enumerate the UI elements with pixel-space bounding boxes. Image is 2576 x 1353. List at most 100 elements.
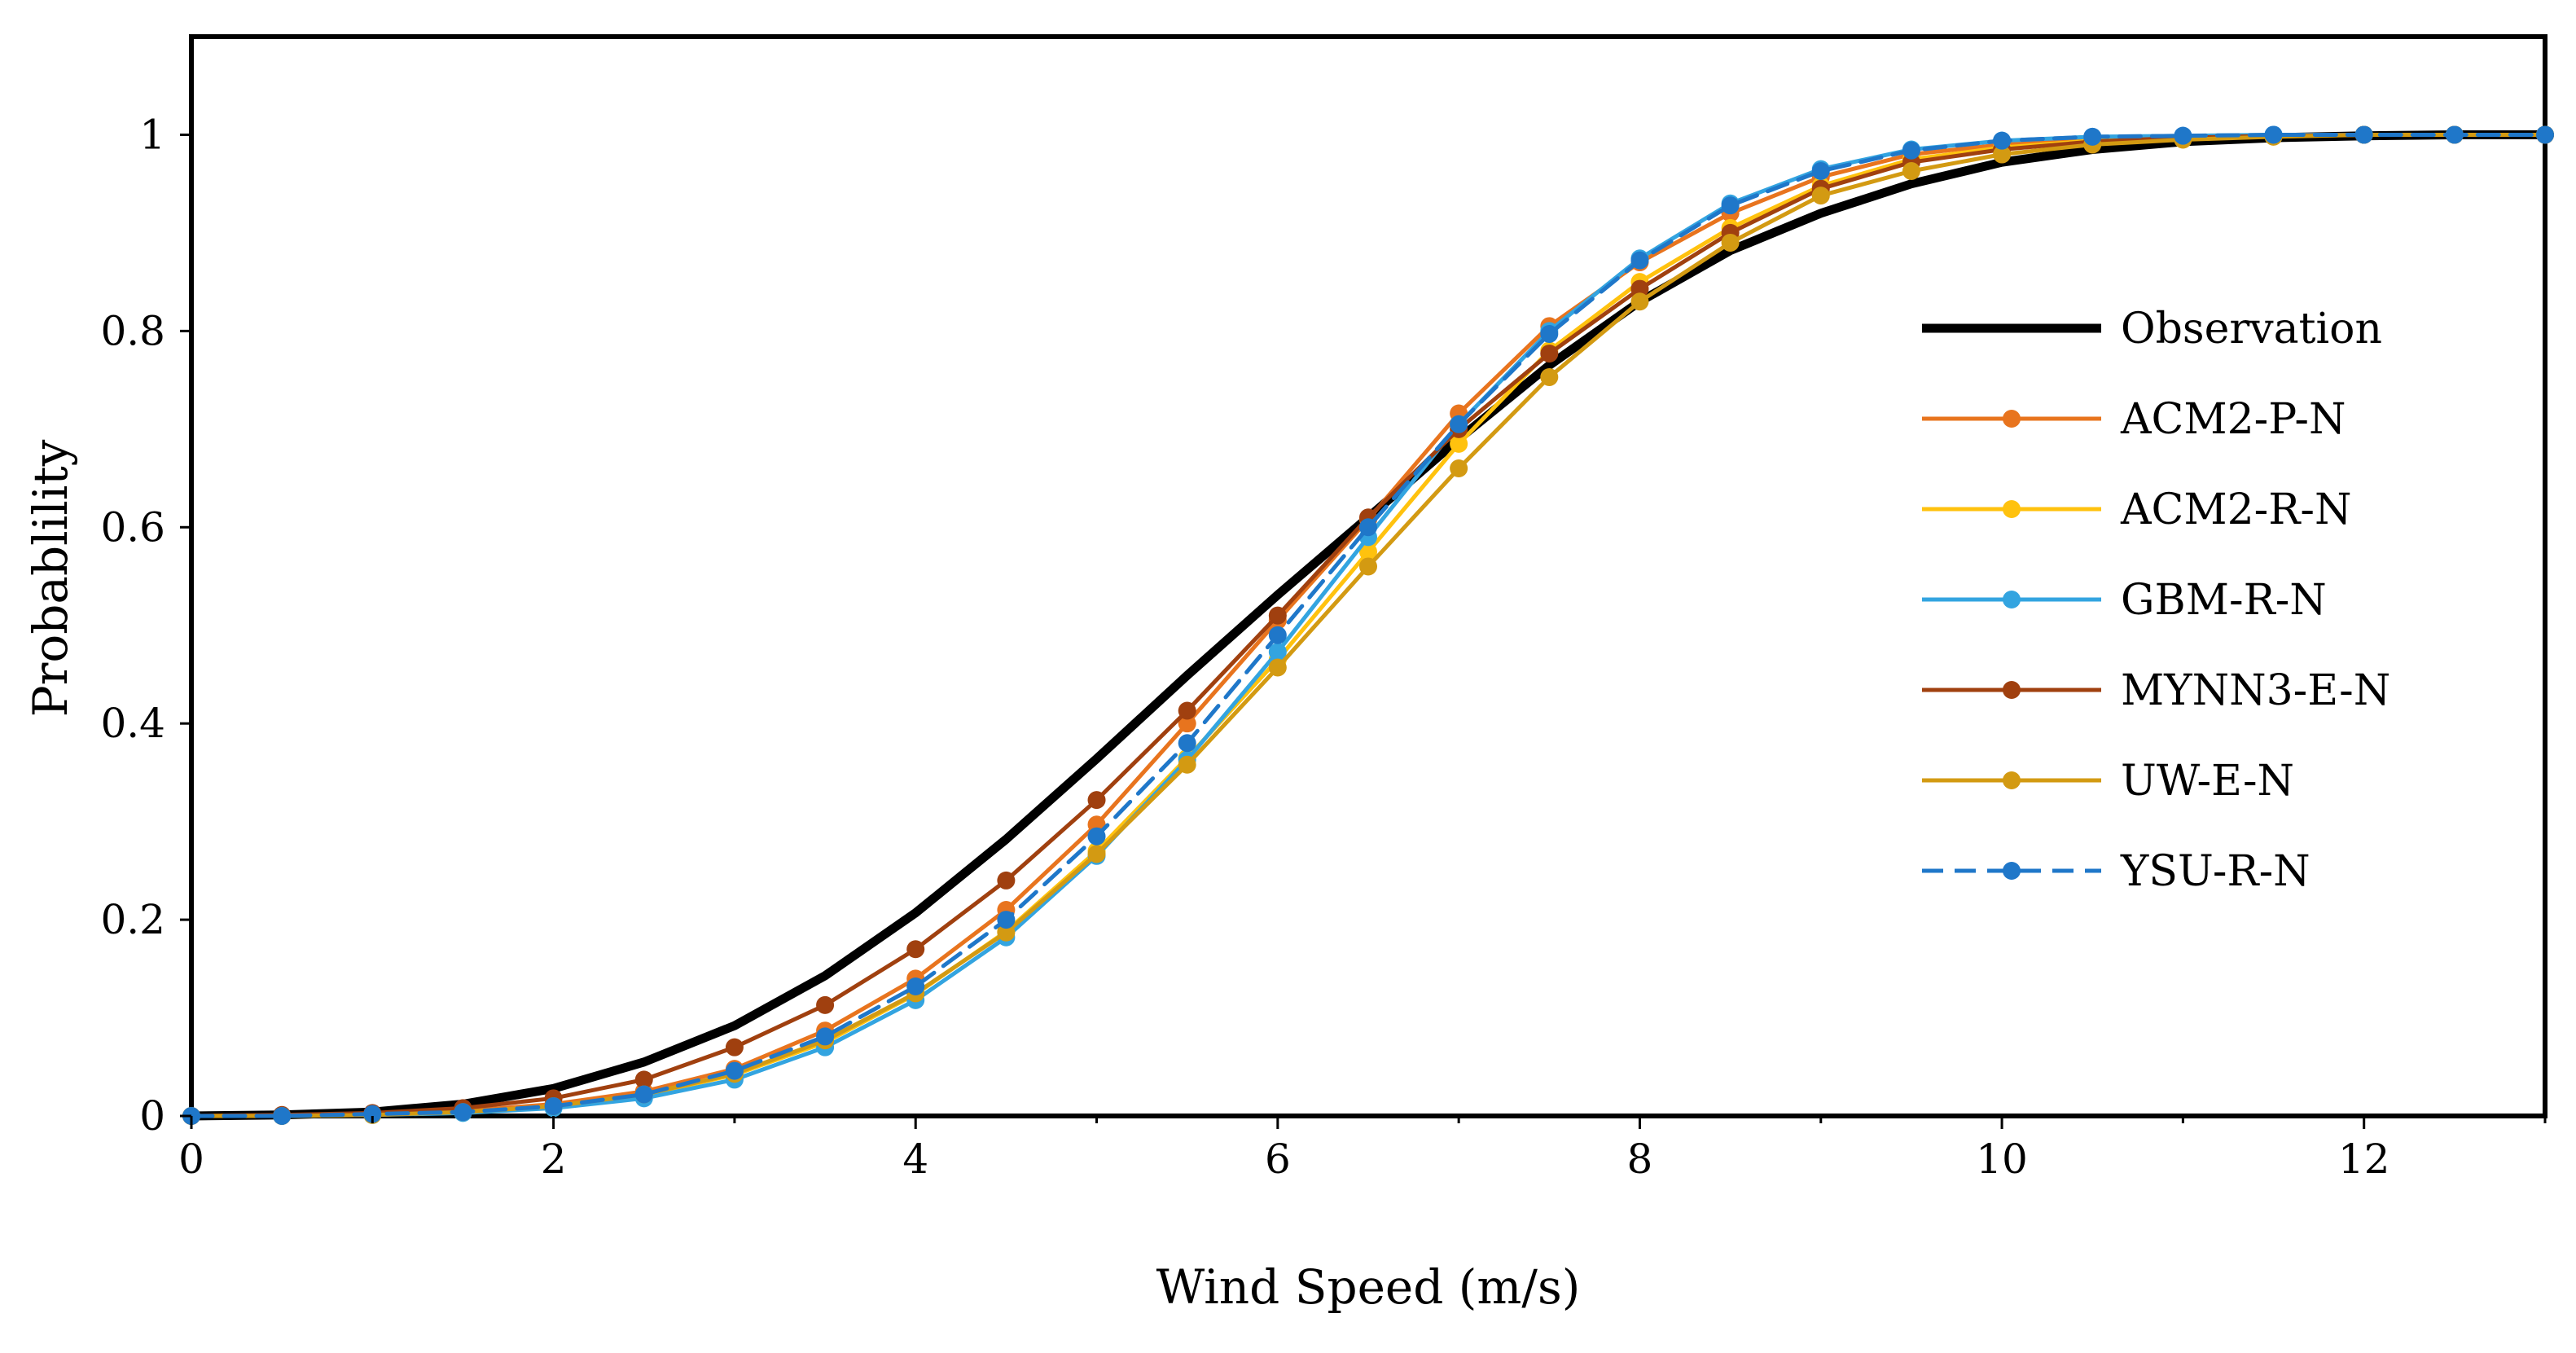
legend-swatch-marker — [2003, 591, 2021, 608]
y-tick-label: 0 — [139, 1092, 165, 1140]
data-point-ysu-r-n — [634, 1085, 653, 1104]
series-acm2-p-n — [182, 125, 2554, 1125]
data-point-uw-e-n — [997, 923, 1016, 942]
data-point-ysu-r-n — [1902, 141, 1920, 160]
x-tick-label: 8 — [1627, 1136, 1653, 1183]
data-point-acm2-p-n — [1178, 714, 1196, 733]
data-point-mynn3-e-n — [906, 940, 925, 959]
x-tick-label: 10 — [1976, 1136, 2028, 1183]
legend-label: YSU-R-N — [2120, 847, 2311, 896]
data-point-uw-e-n — [1630, 292, 1649, 311]
legend-label: Observation — [2121, 305, 2382, 354]
x-axis-title: Wind Speed (m/s) — [1156, 1259, 1581, 1315]
y-tick-label: 0.8 — [100, 307, 165, 354]
series-acm2-r-n — [182, 125, 2554, 1125]
legend-swatch-marker — [2003, 771, 2021, 789]
y-tick-label: 0.4 — [100, 700, 165, 747]
data-point-uw-e-n — [1811, 187, 1830, 205]
legend-swatch-marker — [2003, 862, 2021, 880]
data-point-ysu-r-n — [1811, 162, 1830, 181]
data-point-mynn3-e-n — [1540, 345, 1559, 363]
legend-item-mynn3-e-n: MYNN3-E-N — [1922, 666, 2390, 715]
legend-label: MYNN3-E-N — [2121, 666, 2390, 715]
data-point-ysu-r-n — [997, 911, 1016, 929]
data-point-ysu-r-n — [544, 1096, 563, 1115]
data-point-ysu-r-n — [1268, 626, 1287, 644]
y-tick-label: 0.6 — [100, 503, 165, 551]
data-point-uw-e-n — [1178, 755, 1196, 774]
y-tick-label: 0.2 — [100, 896, 165, 943]
data-point-mynn3-e-n — [997, 871, 1016, 890]
data-point-ysu-r-n — [816, 1027, 835, 1046]
data-point-acm2-r-n — [1450, 434, 1468, 453]
data-point-ysu-r-n — [2083, 127, 2102, 146]
data-point-ysu-r-n — [363, 1105, 382, 1123]
data-point-uw-e-n — [1359, 557, 1377, 576]
data-point-gbm-r-n — [1268, 643, 1287, 661]
x-tick-label: 6 — [1265, 1136, 1291, 1183]
series-line-acm2-p-n — [189, 133, 2547, 1118]
data-point-ysu-r-n — [1359, 518, 1377, 537]
data-point-ysu-r-n — [906, 977, 925, 995]
data-point-ysu-r-n — [725, 1061, 744, 1080]
legend-swatch-marker — [2003, 500, 2021, 518]
legend-item-ysu-r-n: YSU-R-N — [1922, 847, 2311, 896]
data-point-ysu-r-n — [2264, 125, 2283, 144]
data-point-mynn3-e-n — [1087, 791, 1106, 810]
legend: Observation ACM2-P-N ACM2-R-N GBM-R-N MYNN3-… — [1922, 305, 2390, 896]
legend-item-gbm-r-n: GBM-R-N — [1922, 576, 2327, 625]
data-point-uw-e-n — [1540, 367, 1559, 386]
legend-item-uw-e-n: UW-E-N — [1922, 757, 2294, 806]
data-point-ysu-r-n — [1630, 251, 1649, 270]
data-point-ysu-r-n — [1540, 324, 1559, 343]
x-axis-ticks: 0 2 4 6 8 10 12 — [178, 1116, 2547, 1183]
data-point-mynn3-e-n — [816, 995, 835, 1014]
data-point-ysu-r-n — [2354, 125, 2373, 144]
y-tick-label: 1 — [139, 111, 165, 158]
legend-label: UW-E-N — [2121, 757, 2294, 806]
data-point-acm2-r-n — [1359, 543, 1377, 561]
x-tick-label: 4 — [902, 1136, 928, 1183]
y-axis-title: Probablility — [23, 439, 78, 717]
data-point-ysu-r-n — [273, 1107, 292, 1125]
series-line-acm2-r-n — [189, 133, 2547, 1118]
data-point-uw-e-n — [1993, 145, 2012, 164]
data-point-uw-e-n — [1087, 845, 1106, 863]
legend-item-observation: Observation — [1922, 305, 2382, 354]
data-point-mynn3-e-n — [725, 1038, 744, 1056]
series-uw-e-n — [182, 125, 2554, 1125]
data-point-mynn3-e-n — [634, 1070, 653, 1089]
series-observation — [187, 130, 2550, 1121]
data-point-mynn3-e-n — [1178, 701, 1196, 720]
data-point-ysu-r-n — [1087, 827, 1106, 846]
legend-label: ACM2-R-N — [2120, 485, 2351, 534]
series-ysu-r-n — [182, 125, 2554, 1125]
series-line-ysu-r-n — [189, 133, 2547, 1118]
data-point-ysu-r-n — [454, 1103, 472, 1122]
data-point-uw-e-n — [1721, 233, 1740, 252]
data-point-ysu-r-n — [2174, 126, 2192, 145]
data-point-mynn3-e-n — [1630, 279, 1649, 298]
series-mynn3-e-n — [182, 125, 2554, 1125]
series-layer — [182, 125, 2554, 1125]
series-line-mynn3-e-n — [189, 133, 2547, 1118]
series-line-uw-e-n — [189, 133, 2547, 1118]
legend-item-acm2-p-n: ACM2-P-N — [1922, 395, 2346, 444]
data-point-ysu-r-n — [1721, 196, 1740, 215]
series-line-gbm-r-n — [189, 133, 2547, 1118]
data-point-uw-e-n — [1902, 162, 1920, 181]
data-point-ysu-r-n — [1450, 415, 1468, 433]
data-point-ysu-r-n — [1178, 734, 1196, 753]
data-point-uw-e-n — [1450, 459, 1468, 477]
legend-swatch-marker — [2003, 410, 2021, 428]
y-axis-ticks: 0 0.2 0.4 0.6 0.8 1 — [100, 111, 191, 1140]
x-tick-label: 2 — [541, 1136, 567, 1183]
series-gbm-r-n — [182, 125, 2554, 1125]
legend-label: ACM2-P-N — [2120, 395, 2346, 444]
data-point-uw-e-n — [1268, 658, 1287, 677]
data-point-ysu-r-n — [1993, 131, 2012, 150]
legend-swatch-marker — [2003, 681, 2021, 699]
data-point-ysu-r-n — [2536, 125, 2554, 144]
